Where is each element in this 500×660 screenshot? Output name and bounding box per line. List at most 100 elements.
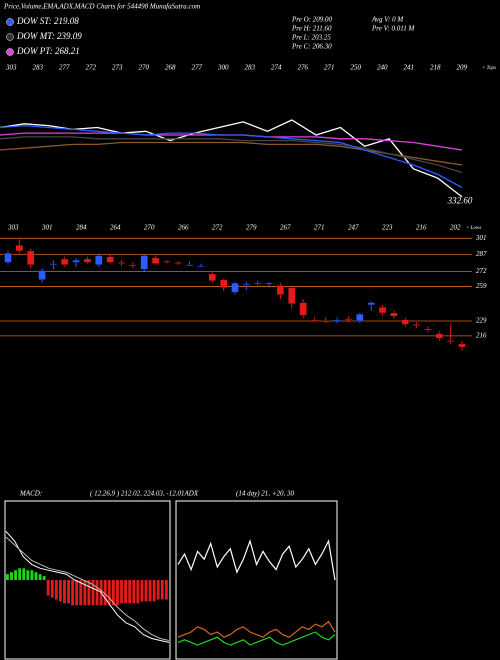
histogram-bar — [38, 574, 42, 580]
histogram-bar — [22, 568, 26, 580]
histogram-bar — [87, 580, 91, 606]
histogram-bar — [103, 580, 107, 606]
histogram-bar — [83, 580, 87, 606]
candle-body — [333, 319, 341, 322]
candle-body — [4, 253, 12, 263]
adx-panel — [175, 500, 338, 660]
candle-body — [219, 279, 228, 288]
candle-body — [129, 264, 137, 267]
histogram-bar — [116, 580, 119, 606]
histogram-bar — [140, 580, 144, 602]
candle-body — [208, 273, 216, 281]
line-series — [177, 620, 336, 638]
top-label: 277 — [192, 64, 203, 72]
histogram-bar — [136, 580, 140, 604]
legend-label: DOW MT: 239.09 — [16, 31, 82, 41]
histogram-bar — [46, 580, 50, 596]
low-label: 202 — [450, 224, 461, 232]
top-label: 283 — [245, 64, 256, 72]
candle-body — [151, 257, 160, 264]
top-label: 273 — [112, 64, 123, 72]
legend-swatch — [6, 33, 14, 41]
histogram-bar — [148, 580, 152, 602]
candle-body — [72, 259, 80, 263]
histogram-bar — [124, 580, 128, 604]
histogram-bar — [79, 580, 83, 606]
candle-body — [401, 319, 409, 325]
candle-body — [424, 328, 432, 331]
macd-title: ( 12,26,9 ) 212.02, 224.03, -12.01ADX — [90, 490, 199, 498]
candle-body — [242, 284, 251, 286]
top-label: 240 — [377, 64, 388, 72]
top-label: 272 — [86, 64, 97, 72]
histogram-bar — [128, 580, 132, 604]
histogram-bar — [63, 580, 66, 604]
top-label: 276 — [298, 64, 309, 72]
candle-body — [174, 262, 182, 264]
histogram-bar — [120, 580, 123, 604]
histogram-bar — [30, 570, 34, 580]
candle-body — [95, 255, 103, 265]
histogram-bar — [132, 580, 136, 604]
candle-body — [367, 302, 375, 306]
top-label: 303 — [5, 64, 17, 72]
histogram-bar — [144, 580, 148, 602]
candle-body — [83, 258, 92, 263]
histogram-bar — [160, 580, 164, 600]
info-text: Avg V: 0 M — [371, 16, 404, 24]
histogram-bar — [71, 580, 75, 606]
info-text: Pre O: 209.00 — [291, 16, 332, 24]
top-label: 271 — [324, 64, 335, 72]
lows-label: < Lows — [466, 226, 481, 231]
candle-body — [254, 282, 262, 285]
line-series — [177, 539, 336, 581]
candle-body — [435, 333, 443, 339]
histogram-bar — [67, 580, 70, 604]
low-label: 267 — [280, 224, 291, 232]
y-tick-label: 216 — [476, 332, 487, 340]
candle-body — [356, 313, 364, 322]
candle-body — [378, 307, 387, 314]
histogram-bar — [58, 580, 62, 602]
top-label: 300 — [217, 64, 229, 72]
histogram-bar — [152, 580, 156, 602]
legend-swatch — [6, 48, 14, 56]
info-text: Pre L: 203.25 — [291, 34, 331, 42]
histogram-bar — [42, 576, 46, 580]
tops-label: < Tops — [482, 66, 496, 71]
info-text: Pre H: 211.60 — [291, 25, 332, 33]
top-label: 268 — [165, 64, 176, 72]
top-label: 270 — [139, 64, 150, 72]
candle-body — [27, 250, 35, 265]
low-label: 266 — [178, 224, 189, 232]
candle-body — [299, 302, 307, 316]
histogram-bar — [75, 580, 79, 606]
header: Price,Volume,EMA,ADX,MACD Charts for 544… — [3, 3, 200, 11]
histogram-bar — [156, 580, 160, 600]
candle-body — [412, 324, 421, 326]
candle-body — [49, 263, 58, 265]
candle-body — [38, 270, 46, 280]
histogram-bar — [6, 574, 9, 580]
candle-body — [322, 320, 330, 323]
y-tick-label: 229 — [476, 317, 487, 325]
top-label: 218 — [430, 64, 441, 72]
y-tick-label: 272 — [476, 267, 487, 275]
line-series — [0, 136, 463, 174]
low-label: 247 — [348, 224, 359, 232]
candle-body — [15, 245, 24, 252]
candle-body — [276, 285, 285, 295]
line-series — [177, 631, 336, 646]
histogram-bar — [34, 572, 38, 580]
candle-body — [288, 287, 296, 304]
candle-body — [390, 312, 398, 317]
histogram-bar — [26, 570, 30, 580]
candle-body — [197, 265, 205, 268]
low-label: 272 — [212, 224, 223, 232]
line-series — [5, 536, 170, 641]
low-label: 284 — [76, 224, 87, 232]
candle-body — [310, 319, 319, 322]
macd-label: MACD: — [19, 490, 42, 498]
candle-body — [446, 340, 455, 342]
